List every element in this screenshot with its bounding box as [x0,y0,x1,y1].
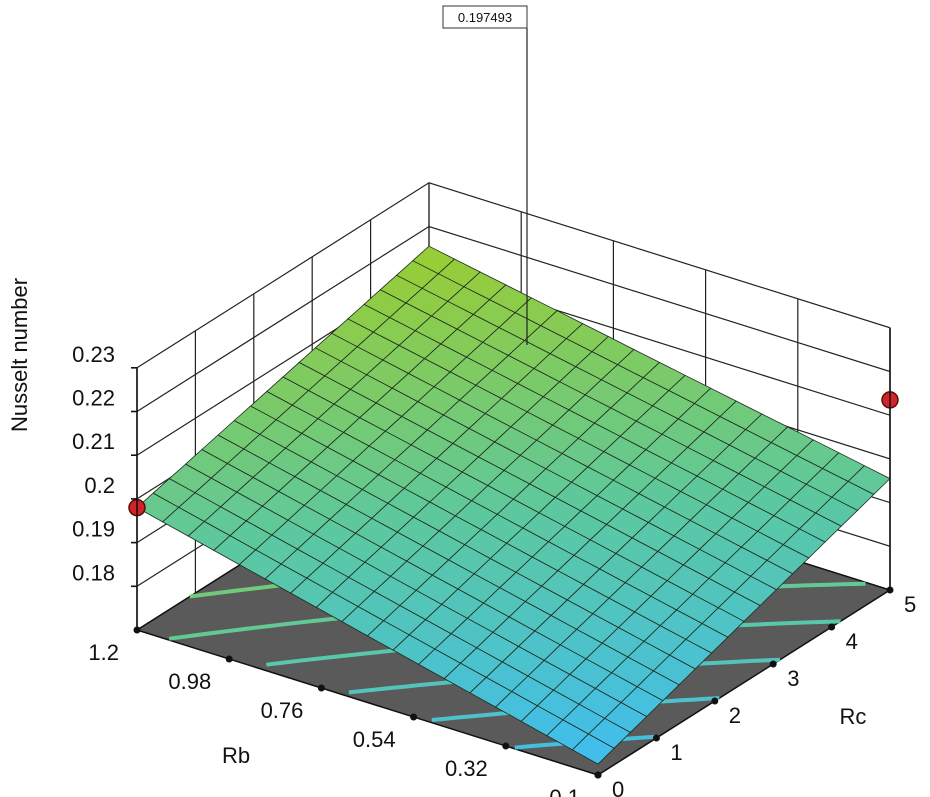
rb-axis-label: Rb [222,743,250,768]
rc-tick-mark [594,771,602,779]
rb-tick-label: 1.2 [88,640,119,665]
rc-tick-label: 4 [846,629,858,654]
rc-tick-mark [886,586,894,594]
rb-tick-label: 0.1 [549,785,580,797]
rb-tick-mark [133,626,141,634]
z-tick-label: 0.23 [72,342,115,367]
rc-tick-label: 1 [670,740,682,765]
probe-tooltip-text: 0.197493 [458,10,512,25]
probe-tooltip: 0.197493 [442,5,528,29]
probe-tooltip-box [442,5,528,29]
rc-tick-label: 0 [612,777,624,797]
rb-tick-label: 0.54 [353,727,396,752]
rc-tick-label: 5 [904,592,916,617]
rb-tick-mark [317,684,325,692]
z-tick-label: 0.2 [84,473,115,498]
rc-tick-mark [711,697,719,705]
z-tick-label: 0.21 [72,429,115,454]
rb-tick-label: 0.76 [261,698,304,723]
rc-axis-label: Rc [840,704,867,729]
z-tick-label: 0.22 [72,386,115,411]
rb-tick-mark [410,713,418,721]
rb-tick-label: 0.98 [168,669,211,694]
rb-tick-mark [502,742,510,750]
z-tick-label: 0.18 [72,560,115,585]
z-axis-label: Nusselt number [7,278,32,432]
z-axis-ticks: 0.18 0.19 0.2 0.21 0.22 0.23 [72,342,137,588]
rb-tick-label: 0.32 [445,756,488,781]
rc-tick-label: 3 [787,666,799,691]
rc-tick-label: 2 [729,703,741,728]
rb-axis-ticks: 1.2 0.98 0.76 0.54 0.32 0.1 [88,626,602,797]
rc-tick-mark [652,734,660,742]
z-tick-label: 0.19 [72,517,115,542]
rc-tick-mark [828,623,836,631]
rb-tick-mark [225,655,233,663]
rc-axis-ticks: 0 1 2 3 4 5 [594,586,916,797]
rc-tick-mark [769,660,777,668]
response-surface [136,245,891,765]
